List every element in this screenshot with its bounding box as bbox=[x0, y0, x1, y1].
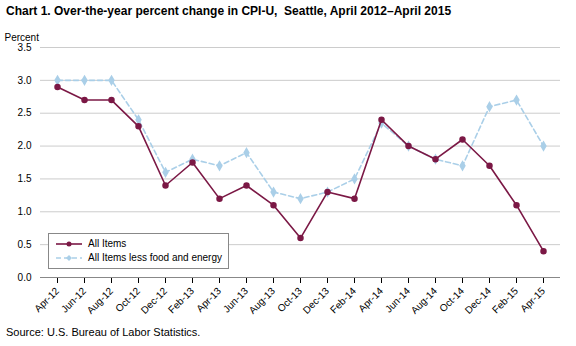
svg-text:2.0: 2.0 bbox=[18, 140, 32, 151]
html-text:All Items less food and energy: All Items less food and energy bbox=[88, 252, 222, 263]
svg-text:Oct-14: Oct-14 bbox=[437, 285, 466, 314]
svg-text:3.0: 3.0 bbox=[18, 75, 32, 86]
svg-text:Jun-12: Jun-12 bbox=[59, 285, 89, 315]
svg-text:Apr-14: Apr-14 bbox=[356, 285, 385, 314]
svg-text:Dec-13: Dec-13 bbox=[301, 285, 332, 316]
svg-text:1.0: 1.0 bbox=[18, 206, 32, 217]
html-text:Source: U.S. Bureau of Labor S: Source: U.S. Bureau of Labor Statistics. bbox=[6, 326, 201, 338]
svg-text:Percent: Percent bbox=[5, 32, 40, 43]
svg-text:Dec-14: Dec-14 bbox=[463, 285, 494, 316]
svg-text:Dec-12: Dec-12 bbox=[139, 285, 170, 316]
svg-text:Oct-12: Oct-12 bbox=[113, 285, 142, 314]
svg-text:Aug-13: Aug-13 bbox=[247, 285, 278, 316]
svg-text:1.5: 1.5 bbox=[18, 173, 32, 184]
svg-text:3.5: 3.5 bbox=[18, 42, 32, 53]
html-text:All Items: All Items bbox=[88, 238, 127, 249]
svg-text:0.5: 0.5 bbox=[18, 239, 32, 250]
svg-text:Aug-14: Aug-14 bbox=[409, 285, 440, 316]
svg-text:Apr-13: Apr-13 bbox=[194, 285, 223, 314]
svg-text:Feb-13: Feb-13 bbox=[166, 285, 196, 315]
svg-text:Feb-14: Feb-14 bbox=[328, 285, 358, 315]
svg-text:Feb-15: Feb-15 bbox=[490, 285, 520, 315]
svg-text:0.0: 0.0 bbox=[18, 272, 32, 283]
svg-text:Jun-14: Jun-14 bbox=[383, 285, 413, 315]
svg-text:Aug-12: Aug-12 bbox=[85, 285, 116, 316]
html-text:Chart 1. Over-the-year percent: Chart 1. Over-the-year percent change in… bbox=[6, 4, 452, 18]
svg-text:2.5: 2.5 bbox=[18, 107, 32, 118]
svg-text:Jun-13: Jun-13 bbox=[221, 285, 251, 315]
svg-text:Apr-12: Apr-12 bbox=[32, 285, 61, 314]
svg-text:Apr-15: Apr-15 bbox=[518, 285, 547, 314]
svg-text:Oct-13: Oct-13 bbox=[275, 285, 304, 314]
